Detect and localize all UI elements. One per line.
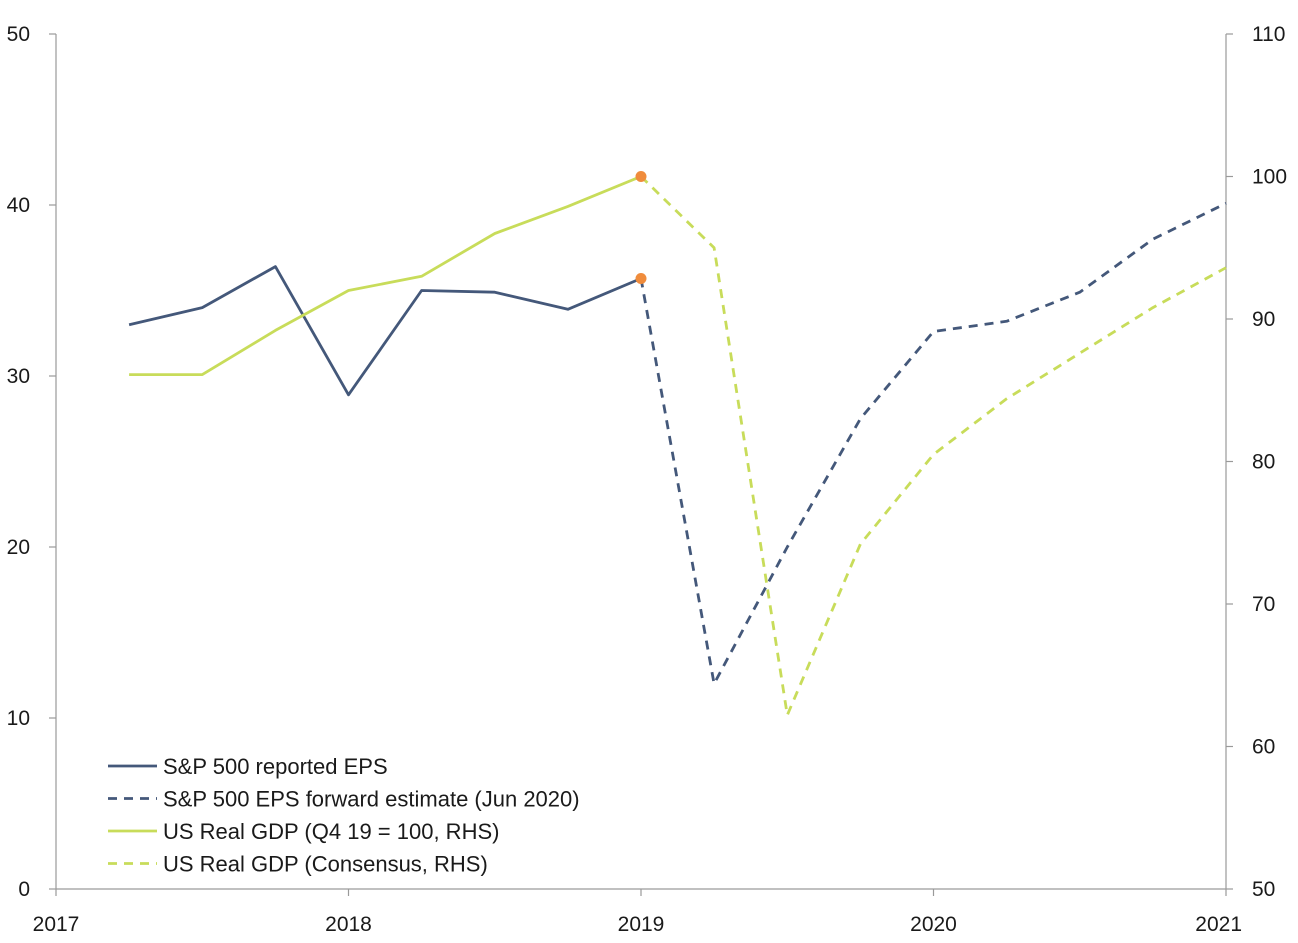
y-right-tick-label: 50 (1252, 878, 1275, 901)
y-right-tick-label: 90 (1252, 308, 1275, 331)
y-right-tick-label: 80 (1252, 451, 1275, 474)
series-line-2 (129, 175, 642, 377)
legend-label-1: S&P 500 EPS forward estimate (Jun 2020) (163, 787, 580, 812)
x-tick-label: 2021 (1195, 913, 1242, 936)
x-tick-label: 2018 (325, 913, 372, 936)
y-right-tick-label: 60 (1252, 736, 1275, 759)
y-right-tick-label: 70 (1252, 593, 1275, 616)
series-layer (128, 175, 1227, 717)
series-line-1 (639, 202, 1227, 686)
legend: S&P 500 reported EPS S&P 500 EPS forward … (108, 754, 580, 877)
legend-label-2: US Real GDP (Q4 19 = 100, RHS) (163, 819, 499, 844)
y-right-tick-label: 100 (1252, 166, 1287, 189)
marker-layer (635, 171, 647, 285)
legend-label-3: US Real GDP (Consensus, RHS) (163, 852, 488, 877)
axes: 0 10 20 30 40 50 50 60 70 80 90 100 110 2017 2018 2019 2… (7, 23, 1287, 936)
highlight-point-0 (635, 273, 647, 285)
y-left-tick-label: 20 (7, 536, 30, 559)
legend-label-0: S&P 500 reported EPS (163, 754, 388, 779)
x-tick-label: 2017 (33, 913, 80, 936)
x-tick-label: 2019 (618, 913, 665, 936)
y-left-tick-label: 10 (7, 707, 30, 730)
x-tick-label: 2020 (910, 913, 957, 936)
y-left-tick-label: 0 (18, 878, 30, 901)
series-line-0 (128, 265, 642, 397)
series-line-3 (640, 175, 1227, 717)
y-right-tick-label: 110 (1252, 23, 1285, 46)
y-left-tick-label: 40 (7, 194, 30, 217)
y-left-tick-label: 30 (7, 365, 30, 388)
y-left-tick-label: 50 (7, 23, 30, 46)
highlight-point-1 (635, 171, 647, 182)
